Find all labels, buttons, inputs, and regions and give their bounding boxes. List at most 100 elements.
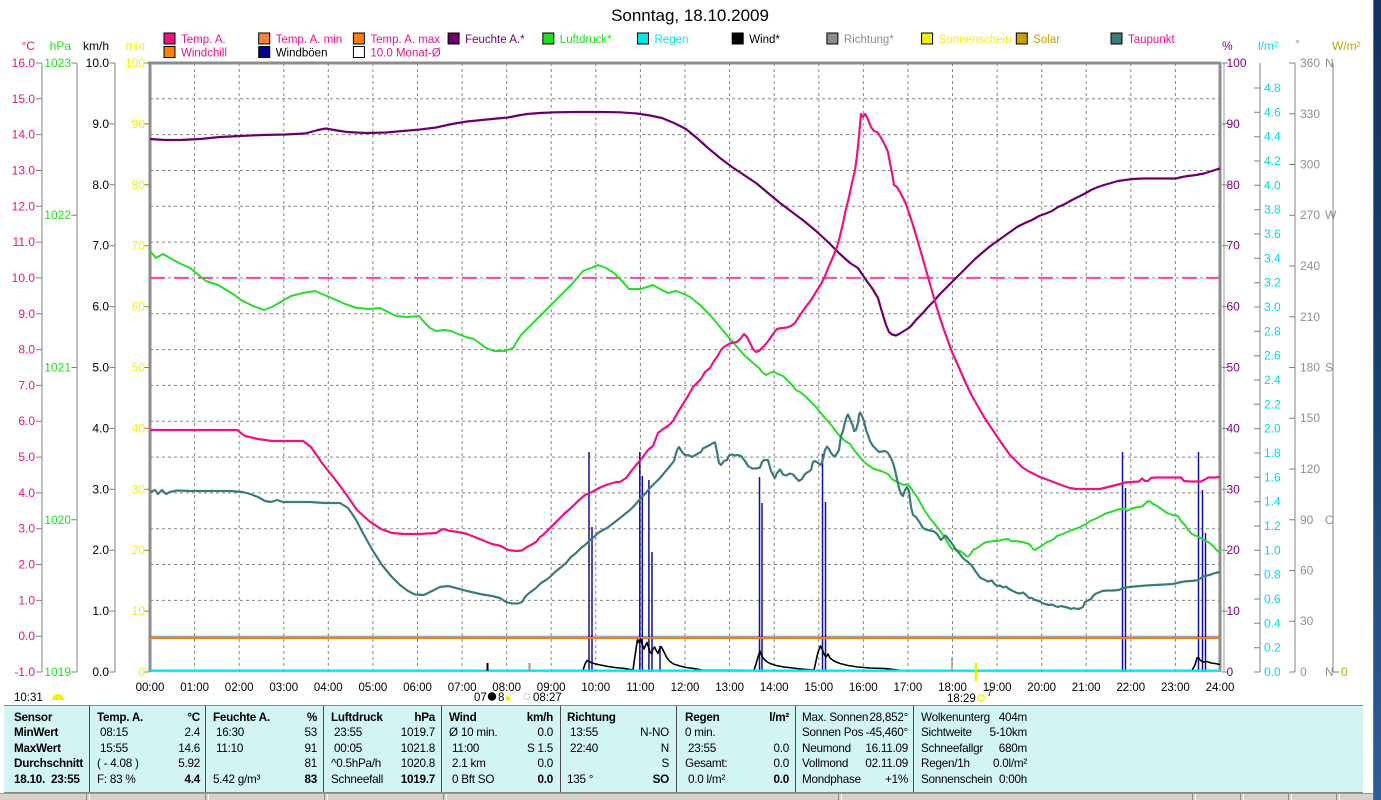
svg-text:4.8: 4.8 — [1264, 81, 1281, 95]
svg-text:2.2: 2.2 — [1264, 397, 1281, 411]
svg-text:l/m²: l/m² — [1258, 39, 1278, 53]
svg-text:km/h: km/h — [83, 39, 109, 53]
svg-text:8: 8 — [498, 692, 504, 704]
svg-text:80: 80 — [1227, 178, 1241, 192]
svg-text:09:00: 09:00 — [537, 682, 566, 694]
svg-text:270: 270 — [1300, 208, 1320, 222]
svg-text:O: O — [1325, 513, 1334, 527]
svg-text:0.6: 0.6 — [1264, 592, 1281, 606]
svg-text:-1.0: -1.0 — [14, 665, 35, 679]
svg-text:06:00: 06:00 — [403, 682, 432, 694]
svg-text:1022: 1022 — [44, 208, 71, 222]
svg-text:Richtung*: Richtung* — [844, 34, 894, 46]
svg-text:13.0: 13.0 — [12, 164, 36, 178]
svg-text:Temp. A.: Temp. A. — [181, 34, 226, 46]
svg-text:4.6: 4.6 — [1264, 105, 1281, 119]
svg-text:60: 60 — [1227, 300, 1241, 314]
svg-text:1.6: 1.6 — [1264, 470, 1281, 484]
svg-text:90: 90 — [132, 117, 146, 131]
svg-text:0.0: 0.0 — [18, 629, 35, 643]
svg-text:Feuchte A.*: Feuchte A.* — [465, 34, 525, 46]
svg-text:6.0: 6.0 — [92, 300, 109, 314]
svg-text:50: 50 — [1227, 361, 1241, 375]
svg-text:80: 80 — [132, 178, 146, 192]
svg-text:17:00: 17:00 — [894, 682, 923, 694]
svg-text:Taupunkt: Taupunkt — [1128, 34, 1175, 46]
svg-text:14:00: 14:00 — [760, 682, 789, 694]
svg-text:0: 0 — [1300, 665, 1307, 679]
svg-text:Sonnenschein: Sonnenschein — [939, 34, 1012, 46]
svg-text:10.0: 10.0 — [12, 271, 36, 285]
svg-text:2.6: 2.6 — [1264, 349, 1281, 363]
svg-text:0: 0 — [138, 665, 145, 679]
svg-text:90: 90 — [1300, 513, 1314, 527]
svg-text:1019: 1019 — [44, 665, 71, 679]
svg-text:Temp. A. min: Temp. A. min — [276, 34, 342, 46]
svg-text:60: 60 — [132, 300, 146, 314]
svg-text:1.0: 1.0 — [1264, 543, 1281, 557]
svg-text:2.8: 2.8 — [1264, 324, 1281, 338]
svg-text:21:00: 21:00 — [1072, 682, 1101, 694]
svg-text:12.0: 12.0 — [12, 199, 36, 213]
svg-text:10: 10 — [1227, 604, 1241, 618]
svg-text:5.0: 5.0 — [92, 361, 109, 375]
svg-text:0.0: 0.0 — [1264, 665, 1281, 679]
svg-text:20: 20 — [132, 543, 146, 557]
svg-text:10.0 Monat-Ø: 10.0 Monat-Ø — [370, 48, 440, 60]
svg-text:70: 70 — [1227, 239, 1241, 253]
svg-text:%: % — [1222, 39, 1233, 53]
svg-text:0: 0 — [1341, 665, 1348, 679]
svg-text:1.0: 1.0 — [92, 604, 109, 618]
svg-text:240: 240 — [1300, 259, 1320, 273]
svg-text:12:00: 12:00 — [671, 682, 700, 694]
svg-text:N: N — [1325, 56, 1334, 70]
svg-text:Wind*: Wind* — [749, 34, 780, 46]
svg-text:330: 330 — [1300, 107, 1320, 121]
svg-text:8.0: 8.0 — [18, 343, 35, 357]
svg-text:120: 120 — [1300, 462, 1320, 476]
svg-text:10.0: 10.0 — [86, 56, 110, 70]
svg-text:6.0: 6.0 — [18, 414, 35, 428]
svg-text:04:00: 04:00 — [314, 682, 343, 694]
svg-text:4.0: 4.0 — [92, 421, 109, 435]
svg-text:Regen: Regen — [655, 34, 689, 46]
svg-text:10:31: 10:31 — [14, 692, 43, 704]
svg-text:13:00: 13:00 — [715, 682, 744, 694]
svg-text:N: N — [1325, 665, 1334, 679]
svg-text:08:00: 08:00 — [492, 682, 521, 694]
svg-text:30: 30 — [1300, 614, 1314, 628]
svg-text:15:00: 15:00 — [804, 682, 833, 694]
svg-text:S: S — [1325, 361, 1333, 375]
svg-text:180: 180 — [1300, 361, 1320, 375]
svg-text:W/m²: W/m² — [1332, 39, 1361, 53]
svg-text:W: W — [1325, 208, 1337, 222]
svg-text:1.0: 1.0 — [18, 593, 35, 607]
svg-text:7: 7 — [987, 688, 992, 698]
svg-text:8.0: 8.0 — [92, 178, 109, 192]
svg-text:07:00: 07:00 — [448, 682, 477, 694]
svg-text:°: ° — [1295, 37, 1300, 51]
svg-text:Luftdruck*: Luftdruck* — [560, 34, 612, 46]
svg-text:01:00: 01:00 — [180, 682, 209, 694]
svg-text:90: 90 — [1227, 117, 1241, 131]
svg-text:1.8: 1.8 — [1264, 446, 1281, 460]
svg-text:11:00: 11:00 — [626, 682, 654, 694]
svg-text:2.0: 2.0 — [1264, 422, 1281, 436]
svg-text:08:27: 08:27 — [533, 692, 562, 704]
svg-text:20:00: 20:00 — [1027, 682, 1056, 694]
svg-text:0.0: 0.0 — [92, 665, 109, 679]
svg-text:1023: 1023 — [44, 56, 71, 70]
svg-text:3.6: 3.6 — [1264, 227, 1281, 241]
svg-text:0: 0 — [1227, 665, 1234, 679]
svg-text:20: 20 — [1227, 543, 1241, 557]
svg-text:1020: 1020 — [44, 513, 71, 527]
svg-text:2.4: 2.4 — [1264, 373, 1281, 387]
svg-text:3.8: 3.8 — [1264, 203, 1281, 217]
svg-text:300: 300 — [1300, 158, 1320, 172]
svg-text:4.0: 4.0 — [18, 486, 35, 500]
svg-text:16.0: 16.0 — [12, 56, 36, 70]
svg-text:3.0: 3.0 — [92, 482, 109, 496]
svg-text:150: 150 — [1300, 411, 1320, 425]
svg-text:0.8: 0.8 — [1264, 568, 1281, 582]
svg-text:40: 40 — [132, 421, 146, 435]
